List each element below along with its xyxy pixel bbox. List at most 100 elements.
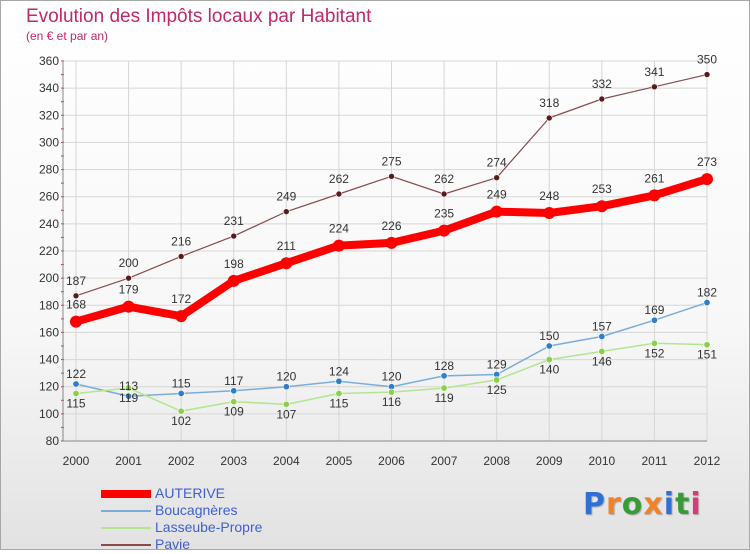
data-label: 198	[224, 257, 244, 271]
x-tick-label: 2001	[115, 454, 142, 468]
data-point	[175, 310, 188, 323]
data-point	[230, 398, 238, 406]
data-point	[122, 300, 135, 313]
data-point	[490, 205, 503, 218]
data-label: 128	[434, 359, 454, 373]
data-point	[703, 299, 711, 307]
data-label: 124	[329, 364, 349, 378]
data-label: 119	[119, 391, 138, 405]
data-point	[387, 388, 395, 396]
data-label: 102	[171, 414, 191, 428]
logo-letter: x	[643, 487, 664, 522]
data-label: 169	[644, 303, 664, 317]
data-label: 151	[697, 348, 717, 362]
logo-letter: t	[675, 487, 691, 522]
data-label: 262	[434, 172, 454, 186]
data-label: 249	[276, 190, 296, 204]
logo-letter: i	[690, 487, 702, 522]
data-point	[648, 189, 661, 202]
data-label: 140	[539, 363, 559, 377]
y-tick-label: 100	[39, 407, 59, 421]
data-label: 216	[171, 234, 191, 248]
x-tick-label: 2000	[63, 454, 90, 468]
data-point	[280, 257, 293, 270]
data-point	[72, 389, 80, 397]
data-point	[125, 274, 132, 282]
data-point	[651, 83, 658, 91]
legend-swatch	[101, 527, 151, 529]
data-point	[388, 173, 395, 180]
legend-swatch	[101, 490, 151, 498]
data-point	[650, 316, 658, 324]
data-point	[72, 380, 80, 388]
data-label: 200	[119, 256, 139, 270]
data-point	[598, 332, 606, 340]
data-label: 211	[277, 239, 296, 253]
y-tick-label: 280	[39, 163, 59, 177]
data-label: 115	[66, 397, 85, 411]
data-point	[282, 383, 290, 391]
data-label: 261	[644, 171, 664, 185]
data-label: 168	[66, 298, 86, 312]
chart-subtitle: (en € et par an)	[26, 29, 109, 43]
data-label: 113	[119, 379, 138, 393]
data-point	[177, 407, 185, 415]
data-point	[385, 236, 398, 249]
data-label: 172	[171, 292, 191, 306]
data-label: 341	[644, 65, 664, 79]
data-label: 115	[329, 397, 348, 411]
y-tick-label: 240	[39, 217, 59, 231]
data-point	[598, 95, 606, 103]
legend-label: AUTERIVE	[155, 485, 226, 501]
chart-title: Evolution des Impôts locaux par Habitant	[26, 6, 372, 27]
data-label: 122	[66, 367, 86, 381]
y-tick-label: 320	[39, 108, 59, 122]
data-point	[650, 339, 658, 347]
data-point	[545, 356, 553, 364]
data-point	[440, 384, 448, 392]
data-label: 253	[592, 182, 612, 196]
legend-label: Pavie	[155, 536, 191, 552]
logo-letter: r	[606, 487, 622, 522]
data-point	[230, 387, 238, 395]
data-label: 224	[329, 222, 349, 236]
data-label: 274	[487, 156, 507, 170]
logo-letter: P	[583, 487, 606, 522]
data-point	[543, 207, 556, 219]
x-tick-label: 2004	[273, 454, 300, 468]
data-label: 231	[224, 214, 244, 228]
legend-label: Boucagnères	[155, 502, 238, 518]
data-point	[440, 372, 448, 380]
data-label: 235	[434, 207, 454, 221]
data-label: 350	[697, 53, 717, 67]
data-point	[230, 232, 238, 240]
data-label: 125	[487, 383, 507, 397]
data-label: 129	[487, 358, 507, 372]
data-label: 332	[592, 77, 612, 91]
data-label: 119	[435, 391, 454, 405]
data-point	[440, 190, 448, 198]
data-point	[703, 341, 711, 349]
logo-letter: o	[621, 487, 644, 522]
legend-swatch	[101, 544, 151, 546]
data-point	[335, 377, 343, 385]
data-point	[545, 114, 553, 122]
x-tick-label: 2009	[536, 454, 563, 468]
data-point	[332, 239, 345, 252]
data-label: 273	[697, 155, 717, 169]
data-label: 179	[119, 283, 139, 297]
data-label: 262	[329, 172, 349, 186]
x-tick-label: 2003	[220, 454, 247, 468]
data-point	[545, 342, 553, 350]
logo-letter: i	[663, 487, 676, 522]
data-point	[227, 274, 240, 287]
data-point	[493, 174, 500, 182]
data-label: 146	[592, 354, 612, 368]
data-point	[125, 384, 133, 392]
data-point	[598, 347, 606, 355]
data-label: 120	[381, 370, 401, 384]
data-point	[70, 315, 82, 328]
data-label: 249	[487, 188, 507, 202]
